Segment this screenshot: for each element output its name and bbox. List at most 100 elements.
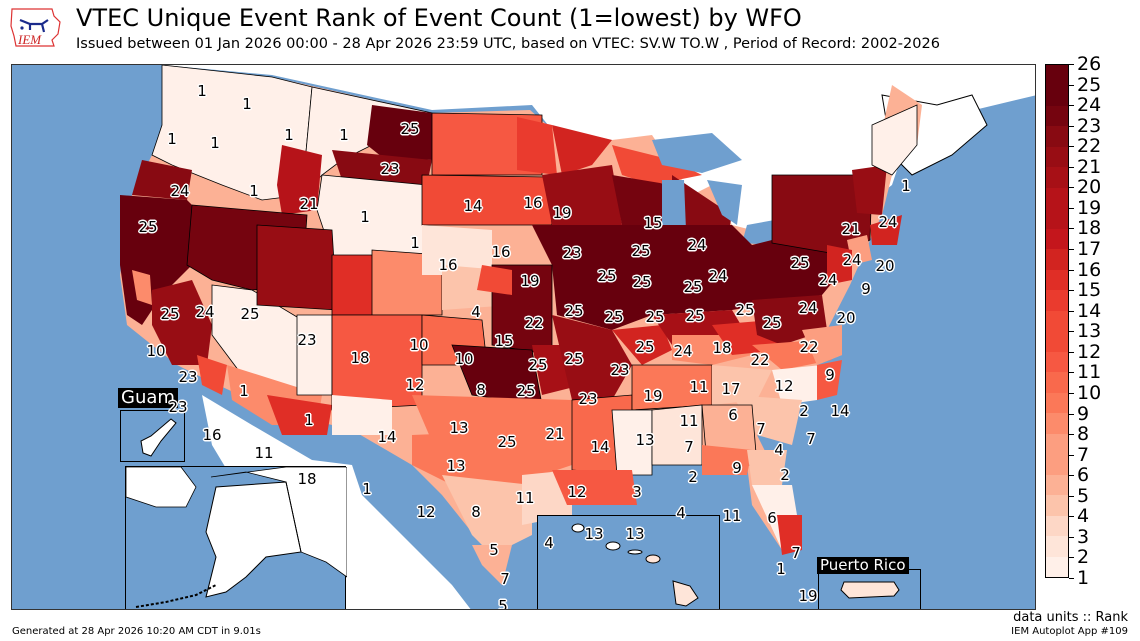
colorbar-segment: [1046, 167, 1068, 188]
iem-logo: IEM: [8, 6, 64, 50]
chart-subtitle: Issued between 01 Jan 2026 00:00 - 28 Ap…: [76, 36, 940, 52]
puerto-rico-inset: [818, 569, 921, 609]
wfo-rank-label: 23: [610, 361, 630, 379]
wfo-rank-label: 7: [684, 438, 694, 456]
wfo-rank-label: 11: [722, 507, 742, 525]
colorbar-tick: 10: [1069, 383, 1101, 403]
wfo-rank-label: 1: [249, 182, 259, 200]
colorbar-tick: 8: [1069, 425, 1089, 444]
wfo-rank-label: 23: [178, 368, 198, 386]
colorbar-segment: [1046, 146, 1068, 168]
wfo-rank-label: 2: [780, 466, 790, 484]
wfo-rank-label: 25: [564, 350, 584, 368]
colorbar-segment: [1046, 269, 1068, 291]
wfo-rank-label: 25: [138, 218, 158, 236]
wfo-rank-label: 23: [380, 160, 400, 178]
wfo-rank-label: 23: [562, 244, 582, 262]
colorbar-tick: 5: [1069, 486, 1089, 506]
wfo-rank-label: 22: [524, 314, 544, 332]
wfo-rank-label: 16: [202, 426, 222, 444]
colorbar-segment: [1046, 536, 1068, 557]
colorbar-tick: 9: [1069, 404, 1089, 424]
wfo-rank-label: 25: [635, 338, 655, 356]
colorbar-tick: 26: [1069, 55, 1101, 74]
wfo-rank-label: 25: [564, 302, 584, 320]
wfo-rank-label: 13: [449, 419, 469, 437]
wfo-rank-label: 24: [170, 182, 190, 200]
generated-timestamp: Generated at 28 Apr 2026 10:20 AM CDT in…: [12, 626, 261, 637]
guam-title: Guam: [118, 388, 178, 408]
wfo-rank-label: 1: [197, 82, 207, 100]
wfo-rank-label: 19: [798, 587, 818, 605]
wfo-rank-label: 18: [350, 349, 370, 367]
wfo-rank-label: 25: [685, 307, 705, 325]
wfo-rank-label: 23: [578, 390, 598, 408]
colorbar-segment: [1046, 372, 1068, 393]
wfo-rank-label: 3: [632, 483, 642, 501]
wfo-rank-label: 25: [516, 382, 536, 400]
colorbar-tick: 25: [1069, 75, 1101, 95]
wfo-rank-label: 6: [728, 406, 738, 424]
wfo-rank-label: 7: [806, 430, 816, 448]
colorbar-segment: [1046, 474, 1068, 496]
units-label: data units :: Rank: [1013, 610, 1128, 625]
wfo-rank-label: 19: [643, 387, 663, 405]
wfo-rank-label: 24: [818, 271, 838, 289]
wfo-rank-label: 14: [463, 197, 483, 215]
wfo-rank-label: 1: [210, 134, 220, 152]
puerto-rico-title: Puerto Rico: [817, 557, 909, 574]
wfo-rank-label: 25: [645, 308, 665, 326]
wfo-rank-label: 11: [254, 444, 274, 462]
wfo-rank-label: 7: [500, 570, 510, 588]
colorbar-segment: [1046, 228, 1068, 250]
wfo-rank-label: 6: [767, 509, 777, 527]
wfo-rank-label: 25: [528, 356, 548, 374]
wfo-rank-label: 24: [195, 303, 215, 321]
wfo-rank-label: 14: [377, 428, 397, 446]
wfo-rank-label: 7: [756, 420, 766, 438]
wfo-rank-label: 1: [362, 480, 372, 498]
wfo-rank-label: 10: [409, 336, 429, 354]
wfo-rank-label: 19: [520, 272, 540, 290]
wfo-rank-label: 1: [239, 382, 249, 400]
map-panel[interactable]: Puerto Rico Guam 1 1 1 1 1 1 25 23 24 1 21 1 1 25 25 24…: [11, 64, 1036, 610]
wfo-rank-label: 18: [712, 339, 732, 357]
wfo-rank-label: 21: [545, 425, 565, 443]
wfo-rank-label: 13: [446, 457, 466, 475]
wfo-rank-label: 1: [410, 234, 420, 252]
wfo-rank-label: 14: [830, 402, 850, 420]
app-id: IEM Autoplot App #109: [1011, 626, 1128, 637]
colorbar-segment: [1046, 187, 1068, 209]
wfo-rank-label: 25: [735, 301, 755, 319]
wfo-rank-label: 1: [242, 95, 252, 113]
wfo-rank-label: 1: [167, 130, 177, 148]
wfo-rank-label: 1: [360, 208, 370, 226]
wfo-rank-label: 12: [567, 483, 587, 501]
wfo-rank-label: 2: [799, 402, 809, 420]
wfo-rank-label: 24: [708, 267, 728, 285]
wfo-rank-label: 24: [673, 342, 693, 360]
wfo-rank-label: 9: [861, 280, 871, 298]
wfo-rank-label: 25: [160, 305, 180, 323]
chart-title: VTEC Unique Event Rank of Event Count (1…: [76, 4, 802, 32]
colorbar-segment: [1046, 290, 1068, 311]
wfo-rank-label: 20: [836, 309, 856, 327]
wfo-rank-label: 25: [631, 242, 651, 260]
wfo-rank-label: 1: [776, 560, 786, 578]
wfo-rank-label: 23: [168, 398, 188, 416]
wfo-rank-label: 11: [689, 378, 709, 396]
wfo-rank-label: 25: [400, 120, 420, 138]
wfo-rank-label: 1: [901, 177, 911, 195]
colorbar-tick: 24: [1069, 96, 1101, 115]
wfo-rank-label: 25: [604, 308, 624, 326]
wfo-rank-label: 24: [842, 251, 862, 269]
wfo-rank-label: 22: [750, 351, 770, 369]
colorbar-tick: 23: [1069, 116, 1101, 136]
wfo-rank-label: 14: [590, 438, 610, 456]
colorbar-segment: [1046, 249, 1068, 270]
wfo-rank-label: 1: [339, 126, 349, 144]
wfo-rank-label: 13: [584, 525, 604, 543]
svg-text:IEM: IEM: [17, 32, 42, 47]
wfo-rank-label: 25: [683, 278, 703, 296]
colorbar-segment: [1046, 351, 1068, 373]
